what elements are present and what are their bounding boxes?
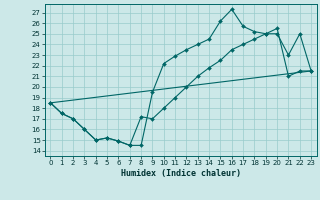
X-axis label: Humidex (Indice chaleur): Humidex (Indice chaleur) [121,169,241,178]
